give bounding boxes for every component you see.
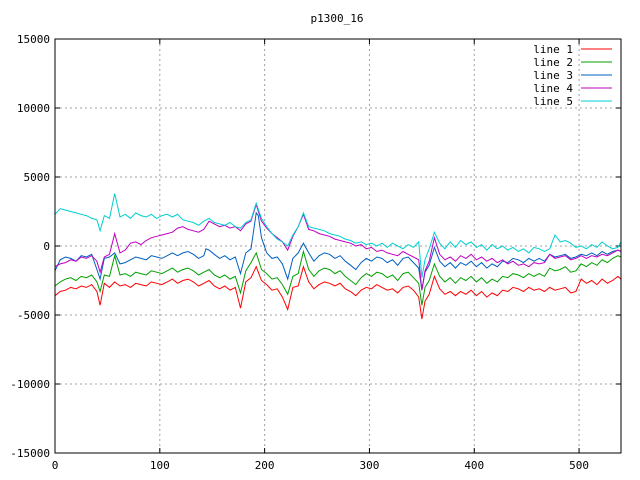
y-tick-label: -10000 [10, 378, 50, 391]
legend-label-4: line 4 [533, 82, 573, 95]
y-tick-label: -5000 [17, 309, 50, 322]
x-tick-label: 200 [255, 459, 275, 472]
y-tick-label: -15000 [10, 447, 50, 460]
x-tick-label: 100 [150, 459, 170, 472]
chart-title: p1300_16 [311, 12, 364, 25]
series-line-5 [54, 193, 622, 278]
series-line-1 [54, 265, 622, 320]
x-tick-label: 500 [569, 459, 589, 472]
y-tick-label: 0 [43, 240, 50, 253]
data-series [54, 193, 622, 320]
series-line-3 [54, 211, 622, 291]
legend-label-5: line 5 [533, 95, 573, 108]
axis-ticks: 0 100 200 300 400 500 -15000 -10000 -5000 0 5000 10… [10, 33, 621, 472]
legend-label-3: line 3 [533, 69, 573, 82]
legend-label-2: line 2 [533, 56, 573, 69]
y-tick-label: 5000 [24, 171, 51, 184]
series-line-4 [54, 202, 622, 291]
series-line-2 [54, 249, 622, 306]
y-tick-label: 10000 [17, 102, 50, 115]
y-tick-label: 15000 [17, 33, 50, 46]
x-tick-label: 0 [52, 459, 59, 472]
plot-frame [54, 38, 622, 454]
grid-lines [55, 39, 621, 453]
x-tick-label: 400 [464, 459, 484, 472]
legend-label-1: line 1 [533, 43, 573, 56]
x-tick-label: 300 [360, 459, 380, 472]
